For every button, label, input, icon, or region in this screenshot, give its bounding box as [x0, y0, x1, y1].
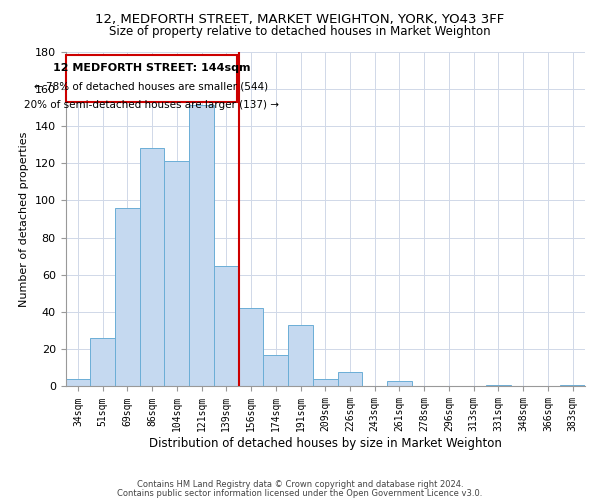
Bar [65, 55, 238, 102]
Bar [288, 325, 313, 386]
Bar [263, 355, 288, 386]
Bar [90, 338, 115, 386]
X-axis label: Distribution of detached houses by size in Market Weighton: Distribution of detached houses by size … [149, 437, 502, 450]
Text: 20% of semi-detached houses are larger (137) →: 20% of semi-detached houses are larger (… [24, 100, 279, 110]
Text: Size of property relative to detached houses in Market Weighton: Size of property relative to detached ho… [109, 25, 491, 38]
Bar [313, 379, 338, 386]
Text: 12, MEDFORTH STREET, MARKET WEIGHTON, YORK, YO43 3FF: 12, MEDFORTH STREET, MARKET WEIGHTON, YO… [95, 12, 505, 26]
Text: ← 78% of detached houses are smaller (544): ← 78% of detached houses are smaller (54… [34, 82, 269, 92]
Bar [164, 162, 189, 386]
Bar [560, 384, 585, 386]
Text: Contains public sector information licensed under the Open Government Licence v3: Contains public sector information licen… [118, 488, 482, 498]
Bar [140, 148, 164, 386]
Text: 12 MEDFORTH STREET: 144sqm: 12 MEDFORTH STREET: 144sqm [53, 63, 250, 73]
Bar [65, 379, 90, 386]
Bar [239, 308, 263, 386]
Bar [115, 208, 140, 386]
Bar [486, 384, 511, 386]
Bar [189, 106, 214, 386]
Bar [338, 372, 362, 386]
Y-axis label: Number of detached properties: Number of detached properties [19, 132, 29, 306]
Bar [387, 381, 412, 386]
Bar [214, 266, 239, 386]
Text: Contains HM Land Registry data © Crown copyright and database right 2024.: Contains HM Land Registry data © Crown c… [137, 480, 463, 489]
